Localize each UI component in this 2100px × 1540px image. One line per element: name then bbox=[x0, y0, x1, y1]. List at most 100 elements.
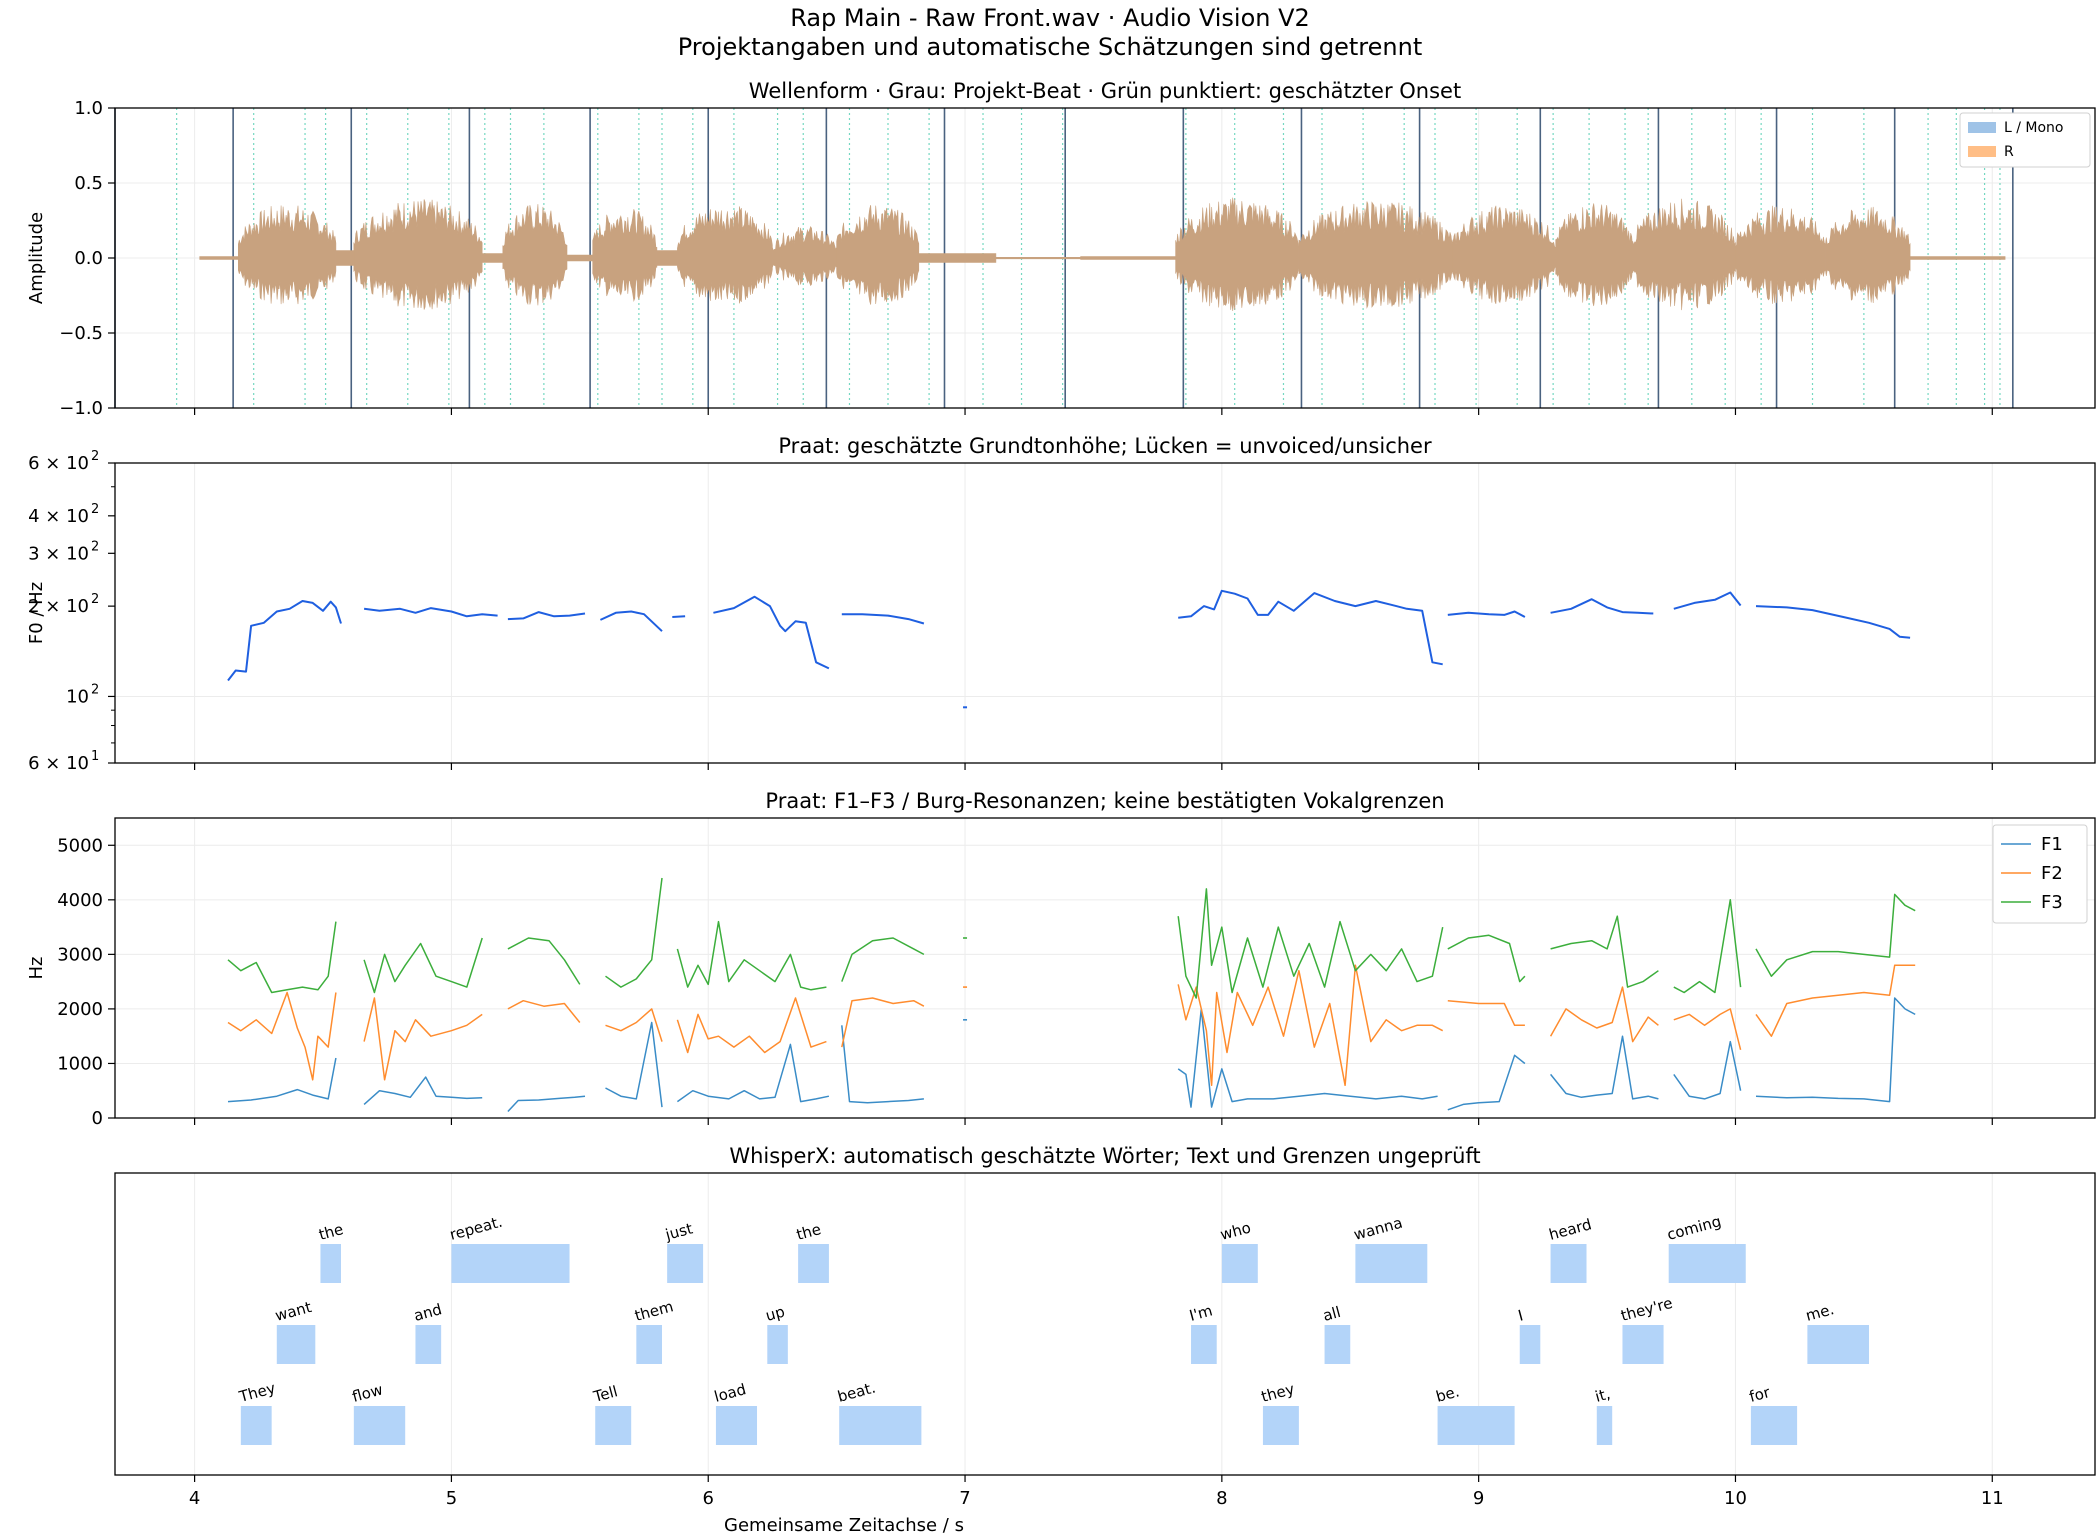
word-label: the bbox=[317, 1220, 345, 1244]
waveform-segment bbox=[1080, 256, 1176, 260]
wave-y-tick-label: 1.0 bbox=[74, 98, 103, 119]
pitch-y-tick-label: 3 × 10 bbox=[28, 543, 89, 564]
wave-y-tick-label: −0.5 bbox=[59, 323, 103, 344]
word-box bbox=[276, 1325, 316, 1364]
waveform-segment bbox=[592, 209, 658, 303]
word-label: and bbox=[412, 1300, 444, 1325]
f3-line bbox=[1755, 893, 1916, 977]
word-box bbox=[1750, 1406, 1798, 1445]
word-box bbox=[1355, 1244, 1428, 1283]
word-box bbox=[595, 1406, 632, 1445]
pitch-y-tick-exponent: 2 bbox=[91, 682, 99, 697]
x-tick-label: 11 bbox=[1981, 1488, 2004, 1509]
f2-line bbox=[841, 997, 925, 1048]
word-box bbox=[1437, 1406, 1515, 1445]
word-box bbox=[1596, 1406, 1613, 1445]
word-label: they're bbox=[1619, 1294, 1675, 1325]
waveform-segment bbox=[502, 204, 568, 306]
f1-line bbox=[1673, 1040, 1742, 1100]
waveform-segment bbox=[335, 250, 355, 266]
form-y-tick-label: 4000 bbox=[57, 890, 103, 911]
pitch-y-tick-exponent: 2 bbox=[91, 502, 99, 517]
word-box bbox=[451, 1244, 570, 1283]
f2-line bbox=[1177, 964, 1444, 1087]
f0-line bbox=[1673, 591, 1742, 610]
waveform-segment bbox=[1298, 201, 1454, 309]
waveform-segment bbox=[1555, 203, 1633, 307]
f2-line bbox=[605, 1008, 663, 1042]
word-box bbox=[636, 1325, 663, 1364]
pitch-y-tick-exponent: 2 bbox=[91, 449, 99, 464]
pitch-y-tick-label: 6 × 10 bbox=[28, 753, 89, 774]
word-label: be. bbox=[1434, 1382, 1461, 1405]
word-box bbox=[1519, 1325, 1541, 1364]
x-tick-label: 8 bbox=[1216, 1488, 1227, 1509]
x-tick-label: 5 bbox=[446, 1488, 457, 1509]
wave-title: Wellenform · Grau: Projekt-Beat · Grün p… bbox=[749, 79, 1461, 103]
waveform-segment bbox=[995, 256, 1081, 260]
word-box bbox=[1622, 1325, 1664, 1364]
waveform-segment bbox=[656, 250, 678, 266]
figure-title-line-1: Rap Main - Raw Front.wav · Audio Vision … bbox=[790, 4, 1310, 32]
word-label: wanna bbox=[1352, 1214, 1405, 1244]
f1-line bbox=[676, 1043, 830, 1103]
x-tick-label: 6 bbox=[703, 1488, 714, 1509]
pitch-y-tick-label: 4 × 10 bbox=[28, 506, 89, 527]
legend-swatch-L bbox=[1968, 122, 1996, 133]
word-label: heard bbox=[1547, 1215, 1594, 1244]
word-label: flow bbox=[350, 1380, 385, 1405]
waveform-segment bbox=[238, 205, 337, 305]
f3-line bbox=[676, 920, 827, 991]
f0-line bbox=[1550, 598, 1654, 615]
f2-line bbox=[1673, 1008, 1742, 1050]
figure-title-line-2: Projektangaben und automatische Schätzun… bbox=[677, 33, 1423, 61]
form-y-tick-label: 5000 bbox=[57, 835, 103, 856]
word-box bbox=[1221, 1244, 1258, 1283]
f2-line bbox=[227, 991, 337, 1081]
f3-line bbox=[605, 877, 663, 988]
f0-line bbox=[1447, 610, 1526, 618]
f0-line bbox=[363, 607, 498, 618]
waveform-segment bbox=[918, 253, 997, 263]
word-label: them bbox=[633, 1297, 676, 1325]
word-label: all bbox=[1321, 1303, 1343, 1325]
f3-line bbox=[841, 937, 925, 982]
form-title: Praat: F1–F3 / Burg-Resonanzen; keine be… bbox=[765, 789, 1444, 813]
waveform-segment bbox=[1632, 198, 1736, 311]
word-box bbox=[1668, 1244, 1746, 1283]
word-box bbox=[1807, 1325, 1870, 1364]
word-box bbox=[1550, 1244, 1587, 1283]
pitch-y-tick-label: 2 × 10 bbox=[28, 596, 89, 617]
f0-line bbox=[1755, 605, 1911, 639]
word-label: repeat. bbox=[448, 1213, 505, 1244]
form-frame bbox=[114, 817, 2096, 1119]
word-label: it, bbox=[1593, 1385, 1612, 1406]
pitch-title: Praat: geschätzte Grundtonhöhe; Lücken =… bbox=[778, 434, 1432, 458]
f0-line bbox=[227, 600, 342, 682]
waveform-segment bbox=[199, 256, 239, 260]
word-box bbox=[767, 1325, 788, 1364]
f2-line bbox=[363, 997, 483, 1081]
waveform-segment bbox=[1735, 205, 1826, 304]
f3-line bbox=[1550, 915, 1659, 988]
waveform-segment bbox=[1175, 197, 1300, 312]
word-box bbox=[839, 1406, 922, 1445]
f3-line bbox=[507, 937, 581, 985]
word-label: I'm bbox=[1187, 1301, 1214, 1324]
waveform-segment bbox=[1909, 256, 2006, 260]
f3-line bbox=[363, 937, 483, 994]
f2-line bbox=[507, 999, 581, 1023]
word-label: who bbox=[1218, 1218, 1253, 1243]
f1-line bbox=[605, 1021, 663, 1108]
word-label: want bbox=[273, 1298, 313, 1325]
words-title: WhisperX: automatisch geschätzte Wörter;… bbox=[729, 1144, 1480, 1168]
f1-line bbox=[1550, 1035, 1659, 1100]
f3-line bbox=[227, 921, 337, 994]
f1-line bbox=[507, 1095, 586, 1113]
x-tick-label: 7 bbox=[959, 1488, 970, 1509]
pitch-y-label: F0 / Hz bbox=[26, 582, 47, 644]
pitch-y-tick-exponent: 2 bbox=[91, 539, 99, 554]
waveform-segment bbox=[772, 226, 837, 287]
f3-line bbox=[1673, 899, 1742, 994]
f1-line bbox=[1447, 1054, 1526, 1111]
